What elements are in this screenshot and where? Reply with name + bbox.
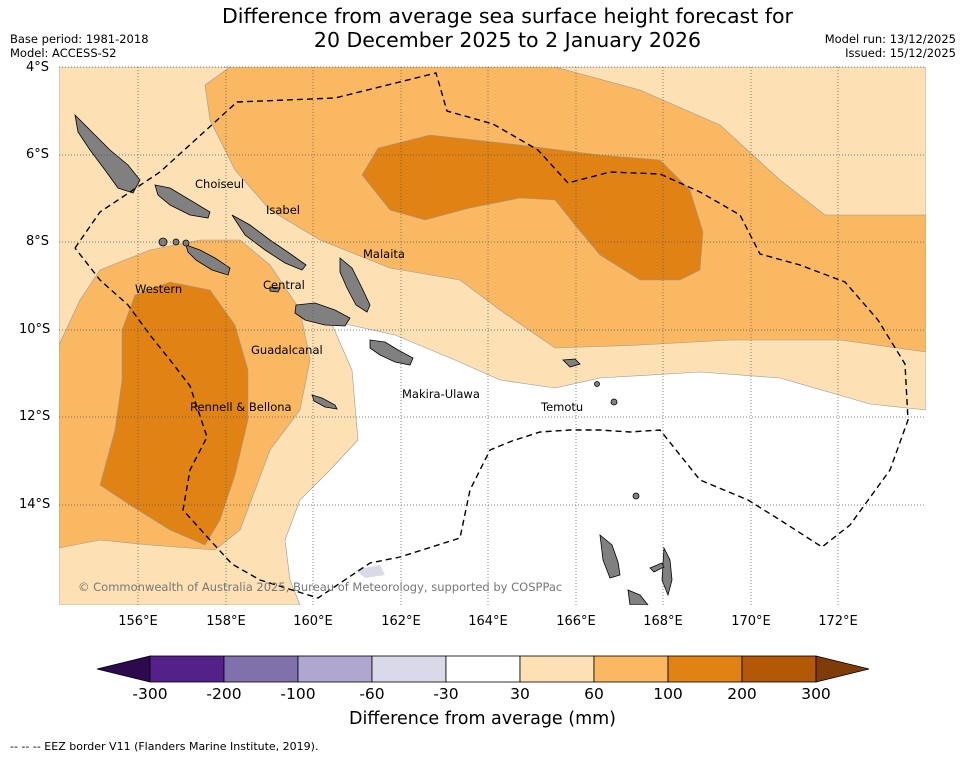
lat-label-8s: 8°S (26, 234, 50, 249)
colorbar-tick-neg60: -60 (359, 685, 385, 703)
eez-note: -- -- -- EEZ border V11 (Flanders Marine… (10, 740, 319, 753)
island-guadalcanal (294, 302, 351, 327)
lon-label-160e: 160°E (293, 614, 333, 629)
region-label-western: Western (135, 282, 183, 296)
island-vanuatu-east (661, 546, 673, 597)
island-makira (369, 339, 414, 366)
island-small-2 (269, 286, 281, 293)
map-title: Difference from average sea surface heig… (150, 4, 865, 52)
issued-date: Issued: 15/12/2025 (845, 46, 956, 60)
eez-border (74, 72, 909, 599)
island-small-1 (649, 562, 665, 573)
copyright-notice: © Commonwealth of Australia 2025, Bureau… (78, 580, 563, 594)
model-run: Model run: 13/12/2025 (824, 32, 956, 46)
colorbar-tick-neg100: -100 (280, 685, 316, 703)
colorbar-bin-6 (519, 655, 595, 683)
region-label-malaita: Malaita (363, 247, 405, 261)
region-label-central: Central (263, 278, 305, 292)
colorbar-tick-60: 60 (584, 685, 604, 703)
island-malaita (339, 257, 371, 313)
colorbar-tick-200: 200 (727, 685, 757, 703)
region-label-rennell-bellona: Rennell & Bellona (190, 400, 292, 414)
colorbar-extend-min (96, 655, 151, 683)
colorbar-bin-8 (667, 655, 743, 683)
title-line-1: Difference from average sea surface heig… (222, 4, 793, 28)
island-rennell (311, 394, 338, 410)
meta-right: Model run: 13/12/2025 Issued: 15/12/2025 (825, 32, 956, 60)
colorbar-bin-4 (371, 655, 447, 683)
model-name: Model: ACCESS-S2 (10, 46, 117, 60)
colorbar-extend-max (815, 655, 870, 683)
lon-label-170e: 170°E (731, 614, 771, 629)
region-label-guadalcanal: Guadalcanal (251, 343, 323, 357)
island-small-6 (158, 237, 168, 247)
islands-layer (74, 113, 673, 605)
colorbar-bin-3 (297, 655, 373, 683)
island-isabel (231, 214, 307, 271)
colorbar-label: Difference from average (mm) (348, 709, 617, 729)
island-vanuatu-north (599, 534, 621, 579)
colorbar-bin-2 (223, 655, 299, 683)
small-negative-patch (355, 565, 385, 578)
colorbar (96, 655, 870, 683)
lon-label-158e: 158°E (206, 614, 246, 629)
lat-label-6s: 6°S (26, 147, 50, 162)
gridlines (59, 66, 926, 605)
lon-label-172e: 172°E (818, 614, 858, 629)
lat-label-10s: 10°S (19, 322, 51, 337)
island-bougainville (74, 113, 141, 194)
lat-label-12s: 12°S (19, 409, 51, 424)
colorbar-tick-300: 300 (801, 685, 831, 703)
island-new-georgia (185, 244, 231, 276)
lat-label-14s: 14°S (19, 497, 51, 512)
island-small-8 (182, 239, 190, 247)
colorbar-tick-30: 30 (510, 685, 530, 703)
colorbar-bin-1 (149, 655, 225, 683)
colorbar-tick-neg30: -30 (433, 685, 459, 703)
island-small-3 (594, 381, 600, 387)
colorbar-tick-neg200: -200 (206, 685, 242, 703)
lat-label-4s: 4°S (26, 60, 50, 75)
island-small-5 (632, 492, 640, 500)
base-period: Base period: 1981-2018 (10, 32, 149, 46)
colorbar-bin-9 (741, 655, 817, 683)
lon-label-156e: 156°E (118, 614, 158, 629)
region-label-choiseul: Choiseul (195, 177, 245, 191)
lon-label-164e: 164°E (468, 614, 508, 629)
region-label-makira-ulawa: Makira-Ulawa (402, 387, 480, 401)
colorbar-tick-neg300: -300 (132, 685, 168, 703)
lon-label-168e: 168°E (643, 614, 683, 629)
colorbar-tick-100: 100 (653, 685, 683, 703)
lon-label-162e: 162°E (381, 614, 421, 629)
contour-layer (59, 67, 926, 605)
region-label-temotu: Temotu (541, 400, 584, 414)
region-label-isabel: Isabel (266, 203, 301, 217)
meta-left: Base period: 1981-2018 Model: ACCESS-S2 (10, 32, 149, 60)
lon-label-166e: 166°E (556, 614, 596, 629)
title-line-2: 20 December 2025 to 2 January 2026 (313, 28, 702, 52)
colorbar-bin-5 (445, 655, 521, 683)
island-choiseul (154, 184, 211, 219)
island-small-4 (610, 398, 618, 406)
contour-100-200-southwest (99, 281, 249, 546)
contour-100-200-north (361, 134, 704, 281)
colorbar-bin-7 (593, 655, 669, 683)
island-vanuatu-central (627, 589, 649, 605)
